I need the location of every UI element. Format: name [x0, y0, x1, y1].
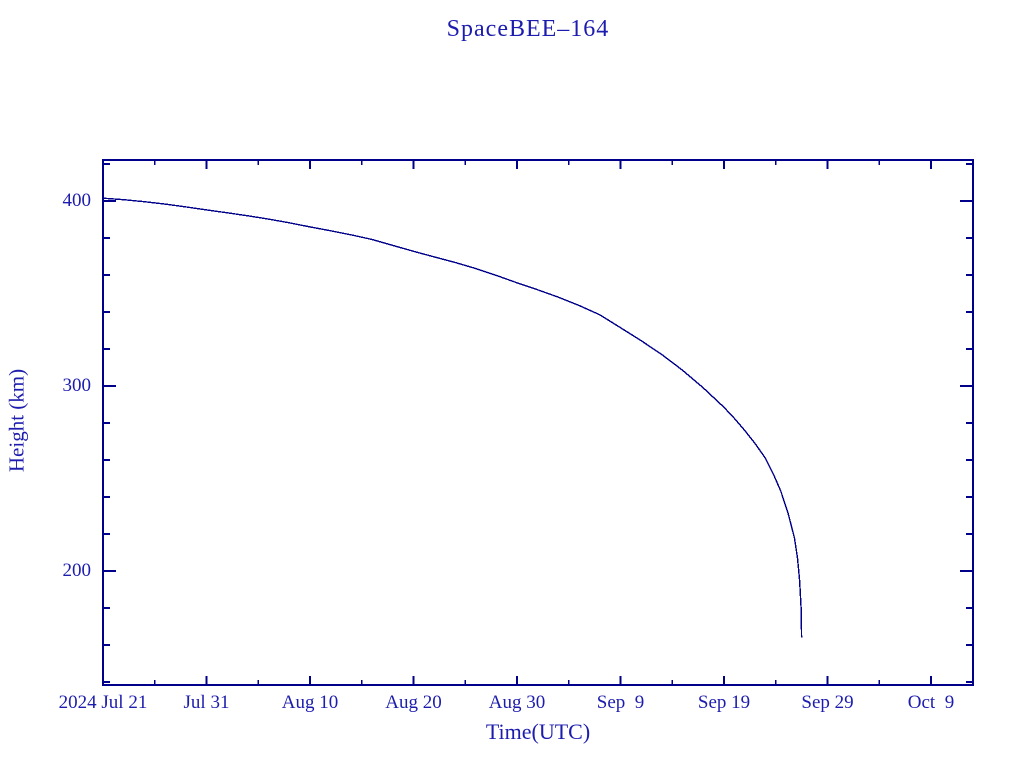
x-tick-label: Sep 29	[801, 692, 854, 713]
x-tick-label: Jul 31	[183, 692, 230, 713]
chart-title: SpaceBEE–164	[446, 16, 610, 42]
plot-frame	[102, 159, 974, 686]
y-tick-label: 300	[62, 375, 92, 396]
height-decay-curve	[102, 197, 803, 638]
y-tick-label: 200	[62, 560, 92, 581]
x-tick-label: 2024 Jul 21	[58, 692, 148, 713]
x-tick-label: Oct 9	[907, 692, 955, 713]
x-tick-label: Aug 20	[385, 692, 442, 713]
x-tick-label: Aug 10	[281, 692, 339, 713]
x-axis-title: Time(UTC)	[485, 719, 591, 744]
x-tick-label: Sep 19	[697, 692, 751, 713]
x-tick-label: Sep 9	[596, 692, 645, 713]
x-tick-label: Aug 30	[488, 692, 546, 713]
y-tick-label: 400	[62, 190, 92, 211]
